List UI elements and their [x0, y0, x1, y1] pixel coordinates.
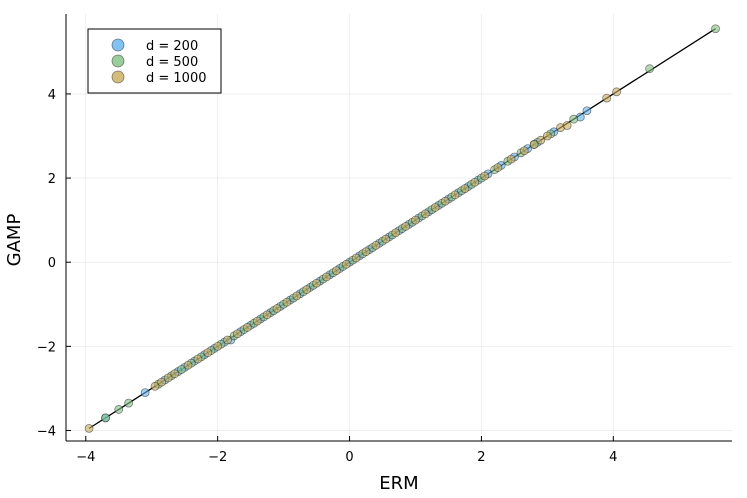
x-tick-label: 4 — [609, 450, 617, 465]
data-point — [203, 348, 213, 358]
data-point — [272, 304, 282, 313]
data-point — [420, 209, 430, 219]
data-point — [193, 354, 203, 364]
data-point — [569, 114, 579, 124]
data-point — [312, 278, 321, 288]
data-point — [302, 285, 312, 294]
data-point — [536, 135, 546, 145]
grid — [66, 14, 732, 441]
data-point — [542, 131, 552, 141]
data-point — [401, 222, 410, 231]
data-point — [562, 121, 572, 130]
data-point — [529, 140, 539, 149]
data-point — [262, 310, 272, 320]
data-point — [331, 266, 341, 276]
legend-marker — [111, 54, 125, 68]
data-point — [371, 240, 381, 250]
data-point — [114, 405, 124, 414]
points — [84, 24, 720, 433]
legend-marker — [111, 38, 125, 52]
data-point — [450, 190, 460, 200]
series-3 — [84, 87, 622, 433]
data-point — [519, 146, 529, 156]
data-point — [322, 272, 331, 282]
data-point — [361, 247, 371, 257]
y-tick-label: −4 — [37, 424, 56, 439]
data-point — [440, 196, 450, 206]
y-tick-label: 0 — [48, 256, 56, 271]
legend-label: d = 1000 — [146, 71, 207, 86]
data-point — [84, 423, 94, 433]
data-point — [292, 291, 302, 301]
data-point — [170, 369, 180, 379]
data-point — [101, 413, 110, 423]
data-point — [242, 323, 252, 332]
data-point — [582, 106, 592, 116]
data-point — [176, 365, 186, 374]
data-point — [163, 373, 173, 383]
x-tick-label: 0 — [345, 450, 353, 465]
y-axis-title: GAMP — [4, 214, 25, 267]
data-point — [460, 184, 470, 193]
y-tick-label: 4 — [48, 88, 56, 103]
data-point — [602, 93, 612, 103]
data-point — [430, 203, 440, 212]
data-point — [233, 329, 242, 339]
data-point — [711, 24, 720, 34]
data-point — [213, 341, 223, 351]
data-point — [124, 398, 134, 408]
legend-label: d = 200 — [146, 39, 198, 54]
data-point — [645, 64, 654, 74]
y-tick-label: 2 — [48, 172, 56, 187]
data-point — [391, 228, 401, 238]
data-point — [157, 377, 167, 387]
data-point — [223, 335, 232, 345]
data-point — [506, 154, 516, 164]
data-point — [183, 360, 193, 370]
x-tick-label: −2 — [208, 450, 227, 465]
legend-marker — [111, 70, 125, 84]
axes — [65, 14, 732, 442]
data-point — [381, 234, 391, 244]
ticks: −4 −2 0 2 4 −4 −2 0 2 4 — [37, 88, 618, 465]
legend-label: d = 500 — [146, 55, 198, 70]
data-point — [470, 177, 480, 187]
data-point — [612, 87, 622, 97]
x-axis-title: ERM — [379, 473, 418, 494]
x-tick-label: −4 — [76, 450, 95, 465]
data-point — [282, 297, 292, 307]
data-point — [252, 316, 262, 326]
data-point — [351, 253, 361, 263]
y-tick-label: −2 — [37, 340, 56, 355]
data-point — [411, 215, 420, 225]
data-point — [140, 388, 150, 398]
data-point — [480, 171, 490, 181]
data-point — [150, 381, 160, 391]
data-point — [493, 163, 503, 172]
legend-box — [87, 28, 222, 94]
x-tick-label: 2 — [477, 450, 485, 465]
data-point — [341, 259, 351, 269]
